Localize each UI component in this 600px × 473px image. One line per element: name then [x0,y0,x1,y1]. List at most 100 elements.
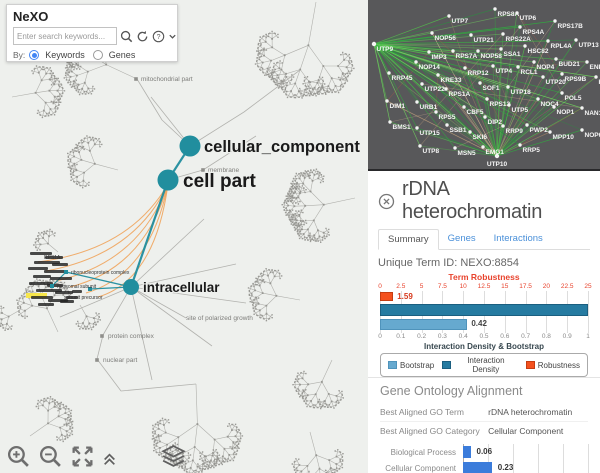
layers-icon[interactable] [160,444,187,469]
gene-node[interactable]: UTP10 [487,153,508,168]
gene-node[interactable]: RPS7A [451,49,477,60]
gene-node[interactable]: SSB1 [445,123,467,134]
fit-to-screen-icon[interactable] [70,444,95,469]
gene-node[interactable]: NAN1 [580,106,600,117]
small-term-label[interactable]: mitochondrial part [141,76,193,83]
gene-node[interactable]: EMG1 [481,145,504,156]
close-icon[interactable] [378,193,395,210]
gene-node[interactable]: UTP21 [469,33,494,44]
gene-node[interactable]: DIP2 [483,115,502,126]
gene-node[interactable]: MSN5 [453,146,476,157]
gene-node[interactable]: UTP4 [491,64,513,75]
gene-node[interactable]: KRR1 [594,75,600,86]
gene-node[interactable]: KRE33 [436,73,462,84]
ontology-pane[interactable]: RPS1A ribonucleoprotein complex ribosomal … [0,0,368,473]
term-label[interactable]: intracellular [142,279,222,297]
tiny-term-label[interactable]: ribosomal subunit [57,284,97,290]
svg-text:SSA1: SSA1 [504,51,521,58]
gene-node[interactable]: RPS22A [501,32,531,43]
gene-node[interactable]: NOP58 [476,49,502,60]
tiny-term-label[interactable]: ribonucleoprotein complex [71,270,130,276]
term-node-cell-part[interactable] [157,169,179,191]
chevron-down-icon[interactable] [168,32,177,41]
svg-text:NOP14: NOP14 [419,64,441,71]
gene-node[interactable]: NOC4 [536,97,559,108]
gene-node[interactable]: RPS17B [553,19,583,30]
radio-keywords[interactable] [29,50,40,60]
gene-node[interactable]: NOP6 [580,128,600,139]
tab-genes[interactable]: Genes [447,233,476,244]
gene-node[interactable]: SSA1 [499,47,521,58]
small-term-label[interactable]: protein complex [108,333,155,340]
gene-node[interactable]: NOP56 [430,31,456,42]
gene-node[interactable]: RRP9 [501,124,523,135]
help-icon[interactable]: ? [152,30,165,43]
gene-node[interactable]: NOP14 [414,60,440,71]
gene-node[interactable]: UTP22 [420,82,445,93]
gene-node[interactable]: RPS1A [444,87,470,98]
gene-node[interactable]: CBF5 [462,105,484,116]
gene-node[interactable]: RRP12 [463,66,489,77]
svg-text:UTP13: UTP13 [579,42,600,49]
term-node[interactable] [50,284,54,288]
ontology-graph[interactable]: RPS1A ribonucleoprotein complex ribosomal … [0,0,368,473]
gene-node[interactable]: UTP9 [371,41,394,53]
radio-genes[interactable] [92,50,103,60]
gene-node[interactable]: SKI6 [468,130,487,141]
gene-node[interactable]: DIM1 [385,99,405,110]
highlighted-term[interactable] [26,293,47,298]
tab-interactions[interactable]: Interactions [493,233,543,244]
small-term-label[interactable]: membrane [208,167,239,174]
gene-node[interactable]: RPL4A [546,39,572,50]
gene-node[interactable]: RRP5 [518,143,540,154]
small-term-label[interactable]: nuclear part [103,357,138,364]
term-label[interactable]: cellular_component [203,137,362,158]
term-node-intracellular[interactable] [123,279,139,295]
gene-node[interactable]: MPP10 [548,130,574,141]
term-node-cellular-component[interactable] [179,135,201,157]
gene-node[interactable]: RRP45 [387,71,413,82]
gene-node[interactable]: RPS9B [560,72,586,83]
collapse-icon[interactable] [102,452,117,467]
gene-node[interactable]: RPS4A [518,25,544,36]
search-input[interactable] [13,27,117,45]
gene-node[interactable]: SOF1 [478,81,500,92]
gene-node[interactable]: RPS13 [485,97,510,108]
interaction-network-panel[interactable]: UTP9 UTP7 RPS8A UTP6 RPS17B NOP56 UTP21 RPS22A R… [368,0,600,171]
gene-node[interactable]: UTP13 [574,38,599,49]
gene-node[interactable]: HSC82 [523,44,549,55]
gene-node[interactable]: ENP1 [585,60,600,71]
gene-node[interactable]: BMS1 [388,120,411,131]
gene-node[interactable]: BUD21 [554,57,580,68]
refresh-icon[interactable] [136,30,149,43]
term-label-cluster [30,252,52,255]
small-term-label[interactable]: site of polarized growth [186,315,253,322]
tiny-term-label[interactable]: RPS1A [44,255,61,261]
gene-node[interactable]: NOP4 [532,60,555,71]
gene-node[interactable]: UTP7 [447,14,469,25]
gene-node[interactable]: UTP15 [415,126,440,137]
zoom-out-icon[interactable] [38,444,63,469]
gene-node[interactable]: URB1 [415,100,438,111]
search-icon[interactable] [120,30,133,43]
gene-node[interactable]: RPS8A [493,7,519,18]
gene-node[interactable]: POL5 [560,91,582,102]
term-node[interactable] [64,270,68,274]
gene-node[interactable]: NOP1 [552,105,575,116]
tiny-term-label[interactable]: subunit precursor [64,295,103,301]
gene-node[interactable]: RPS5 [434,110,456,121]
gene-node[interactable]: UTP6 [515,11,537,22]
gene-node[interactable]: UTP5 [507,103,529,114]
axis-tick: 5 [419,283,424,290]
zoom-in-icon[interactable] [6,444,31,469]
term-label[interactable]: cell part [182,170,258,194]
term-node[interactable] [88,287,92,291]
gene-node[interactable]: PWP2 [525,123,548,134]
gene-node[interactable]: UTP20 [541,75,566,86]
gene-node[interactable]: UTP8 [418,144,440,155]
gene-node[interactable]: UTP18 [506,85,531,96]
tab-summary[interactable]: Summary [378,229,439,250]
gene-node[interactable]: RCL1 [516,65,538,76]
gene-node[interactable]: IMP3 [427,50,447,61]
